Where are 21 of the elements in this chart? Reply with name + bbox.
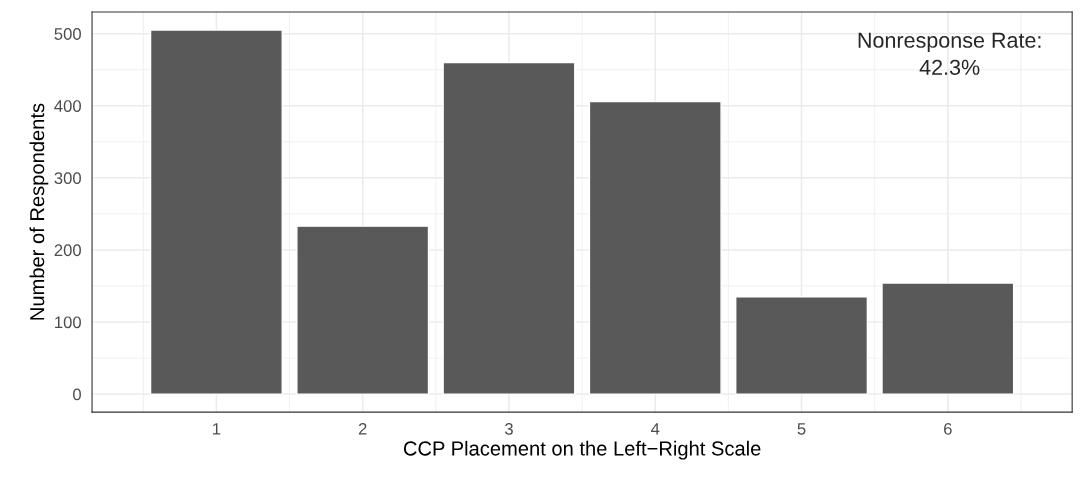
x-tick-label: 4 bbox=[651, 423, 660, 435]
x-tick-label: 2 bbox=[358, 422, 367, 435]
x-tick-label: 1 bbox=[213, 423, 221, 435]
bar bbox=[735, 296, 869, 395]
y-tick-label: 300 bbox=[54, 172, 81, 185]
y-tick-label: 400 bbox=[54, 100, 81, 112]
annotation: Nonresponse Rate: 42.3% bbox=[858, 32, 1041, 75]
bar bbox=[881, 282, 1015, 395]
bar bbox=[442, 61, 576, 395]
y-tick-label: 500 bbox=[54, 28, 81, 40]
x-tick-label: 3 bbox=[504, 422, 513, 435]
y-tick-label: 100 bbox=[55, 316, 81, 329]
y-axis-title: Number of Respondents bbox=[29, 103, 49, 320]
y-tick-label: 200 bbox=[54, 244, 81, 257]
x-axis-title: CCP Placement on the Left−Right Scale bbox=[403, 440, 761, 460]
y-tick-label: 0 bbox=[73, 388, 81, 401]
bar bbox=[588, 100, 722, 395]
bar bbox=[296, 225, 430, 395]
x-tick-label: 6 bbox=[944, 422, 952, 435]
bar bbox=[149, 29, 283, 395]
x-tick-label: 5 bbox=[797, 423, 806, 435]
